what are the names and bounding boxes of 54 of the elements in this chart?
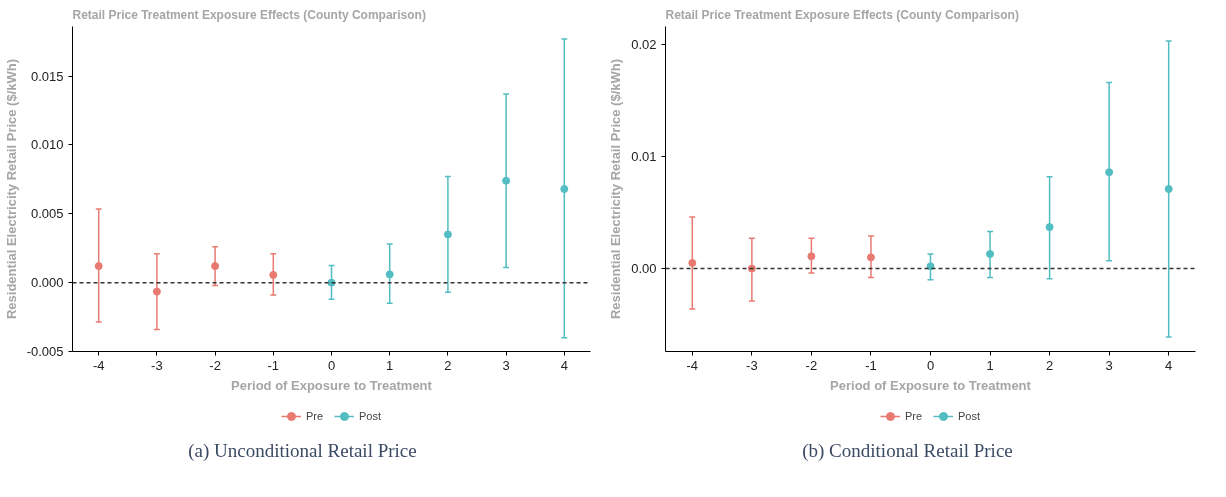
text: (a) Unconditional Retail Price — [188, 439, 417, 463]
y-tick-label: 0.010 — [30, 137, 64, 153]
point — [269, 270, 278, 279]
point — [807, 252, 816, 261]
x-tick-label: 1 — [386, 357, 394, 373]
y-tick-label: 0.00 — [631, 261, 657, 277]
y-tick-label: 0.000 — [30, 275, 64, 291]
point — [1164, 185, 1173, 193]
legend-label: Pre — [305, 410, 325, 422]
x-tick-label: 0 — [327, 357, 336, 373]
x-tick-label: 4 — [1165, 357, 1173, 373]
legend-label: Pre — [904, 410, 924, 422]
y-tick-label: 0.005 — [30, 206, 64, 222]
point — [986, 250, 995, 258]
chart-title: Retail Price Treatment Exposure Effects (County Comparison) — [72, 7, 426, 22]
x-axis-title: Period of Exposure to Treatment — [830, 377, 1032, 393]
y-tick-label: -0.005 — [26, 344, 64, 359]
x-tick-label: -4 — [92, 357, 105, 373]
x-tick-label: 1 — [986, 357, 994, 373]
point — [502, 176, 511, 185]
point — [1045, 223, 1054, 232]
point — [94, 262, 103, 271]
x-tick-label: -2 — [805, 357, 818, 373]
x-tick-label: 2 — [444, 357, 452, 373]
point — [866, 253, 875, 262]
x-tick-label: 2 — [1045, 357, 1054, 373]
y-axis-title: Residential Electricity Retail Price ($/kWh) — [608, 58, 624, 320]
x-tick-label: -1 — [865, 357, 877, 373]
x-tick-label: -3 — [746, 357, 758, 373]
x-tick-label: -4 — [686, 357, 699, 373]
x-tick-label: 0 — [926, 357, 935, 373]
x-tick-label: 3 — [1105, 357, 1113, 373]
point — [385, 270, 394, 279]
point — [1105, 168, 1114, 177]
x-tick-label: -3 — [151, 357, 163, 373]
legend-label: Post — [957, 410, 981, 422]
x-tick-label: -1 — [267, 357, 280, 373]
x-tick-label: 3 — [502, 357, 510, 373]
y-axis-title: Residential Electricity Retail Price ($/kWh) — [3, 58, 19, 320]
chart-title: Retail Price Treatment Exposure Effects (County Comparison) — [665, 7, 1019, 22]
y-tick-label: 0.01 — [631, 149, 657, 164]
text: (b) Conditional Retail Price — [802, 439, 1013, 463]
y-tick-label: 0.02 — [631, 36, 657, 52]
point — [211, 262, 220, 271]
x-tick-label: 4 — [560, 357, 568, 373]
point — [688, 258, 697, 267]
legend-label: Post — [358, 410, 382, 422]
point — [152, 287, 161, 296]
x-axis-title: Period of Exposure to Treatment — [231, 377, 433, 393]
y-tick-label: 0.015 — [30, 68, 64, 84]
x-tick-label: -2 — [209, 357, 221, 373]
point — [926, 262, 935, 271]
point — [443, 230, 452, 239]
point — [560, 185, 569, 193]
